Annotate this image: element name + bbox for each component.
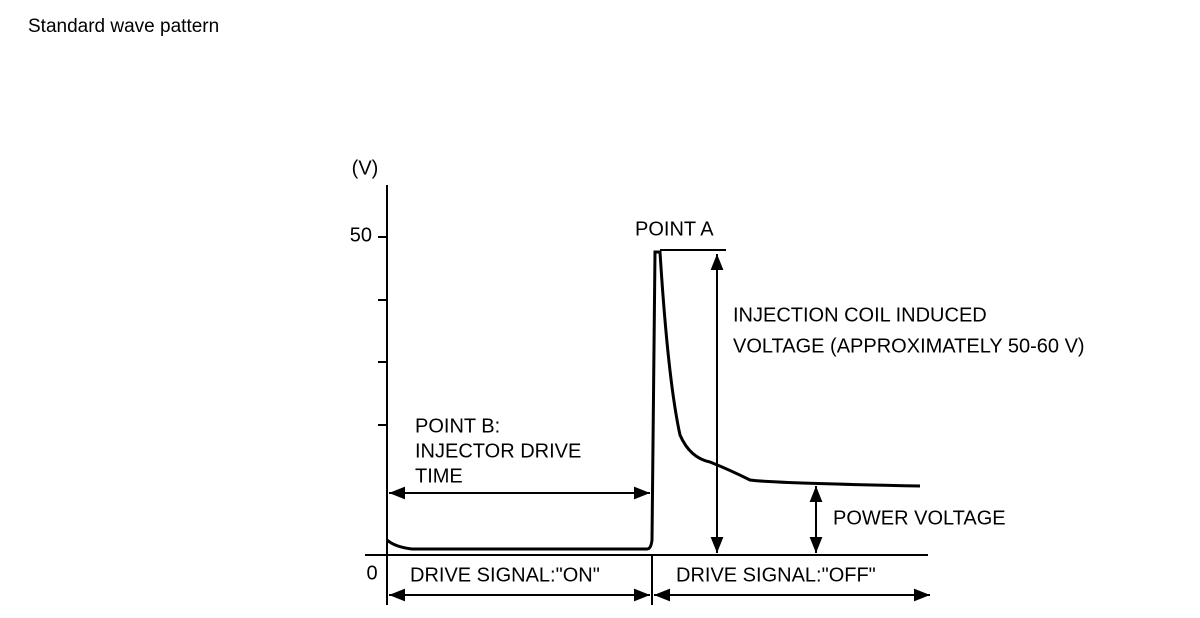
y-tick-label: 50	[350, 224, 372, 246]
y-unit: (V)	[352, 157, 379, 179]
label: POINT A	[635, 218, 714, 240]
waveform	[386, 250, 921, 551]
y-tick-label: 0	[366, 562, 377, 584]
label: DRIVE SIGNAL:"OFF"	[676, 564, 876, 586]
label: POWER VOLTAGE	[833, 507, 1006, 529]
label: INJECTOR DRIVE	[415, 440, 581, 462]
label: VOLTAGE (APPROXIMATELY 50-60 V)	[733, 335, 1085, 357]
page-title: Standard wave pattern	[28, 16, 219, 37]
label: DRIVE SIGNAL:"ON"	[410, 564, 600, 586]
label: TIME	[415, 465, 463, 487]
y-ticks	[378, 236, 387, 426]
label: INJECTION COIL INDUCED	[733, 304, 987, 326]
label: POINT B:	[415, 415, 500, 437]
